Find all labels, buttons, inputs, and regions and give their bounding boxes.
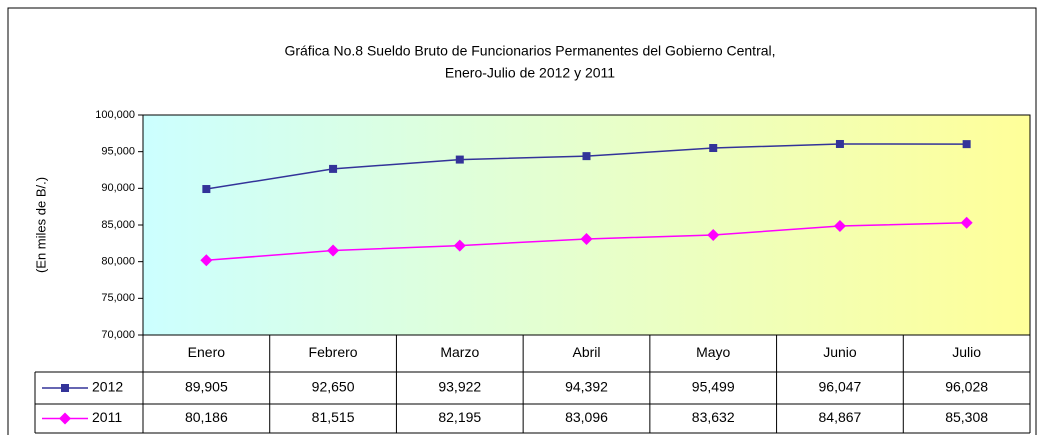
table-value: 85,308 xyxy=(945,409,988,425)
table-value: 96,047 xyxy=(819,379,862,395)
point xyxy=(453,239,466,252)
table-value: 81,515 xyxy=(312,409,355,425)
point xyxy=(455,155,464,164)
table-value: 95,499 xyxy=(692,379,735,395)
point xyxy=(960,216,973,229)
x-tick-label: Enero xyxy=(188,344,226,360)
table-value: 84,867 xyxy=(819,409,862,425)
chart-title: Enero-Julio de 2012 y 2011 xyxy=(445,65,615,81)
x-tick-label: Marzo xyxy=(440,344,479,360)
point xyxy=(962,140,971,149)
point xyxy=(709,144,718,153)
table-value: 92,650 xyxy=(312,379,355,395)
point xyxy=(59,412,71,425)
table-value: 94,392 xyxy=(565,379,608,395)
point xyxy=(835,139,844,148)
table-value: 89,905 xyxy=(185,379,228,395)
x-tick-label: Febrero xyxy=(309,344,358,360)
point xyxy=(202,185,211,194)
point xyxy=(707,229,720,242)
x-tick-label: Junio xyxy=(823,344,857,360)
legend-label: 2012 xyxy=(92,379,123,395)
y-tick-label: 100,000 xyxy=(95,109,135,121)
y-axis-label: (En miles de B/.) xyxy=(33,177,48,273)
legend-label: 2011 xyxy=(92,409,122,425)
table-value: 82,195 xyxy=(438,409,481,425)
y-tick-label: 75,000 xyxy=(101,292,135,304)
table-value: 96,028 xyxy=(945,379,988,395)
point xyxy=(200,254,213,267)
point xyxy=(833,219,846,232)
y-tick-label: 70,000 xyxy=(101,329,135,341)
table-value: 83,632 xyxy=(692,409,735,425)
point xyxy=(582,152,591,161)
y-tick-label: 90,000 xyxy=(101,182,135,194)
point xyxy=(61,384,69,392)
y-tick-label: 95,000 xyxy=(101,146,135,158)
x-tick-label: Julio xyxy=(952,344,981,360)
point xyxy=(329,164,338,173)
chart-title: Gráfica No.8 Sueldo Bruto de Funcionario… xyxy=(284,43,775,59)
point xyxy=(327,244,340,257)
table-value: 80,186 xyxy=(185,409,228,425)
x-tick-label: Mayo xyxy=(696,344,730,360)
x-tick-label: Abril xyxy=(572,344,600,360)
y-tick-label: 85,000 xyxy=(101,219,135,231)
point xyxy=(580,232,593,245)
y-tick-label: 80,000 xyxy=(101,256,135,268)
table-value: 83,096 xyxy=(565,409,608,425)
table-value: 93,922 xyxy=(438,379,481,395)
